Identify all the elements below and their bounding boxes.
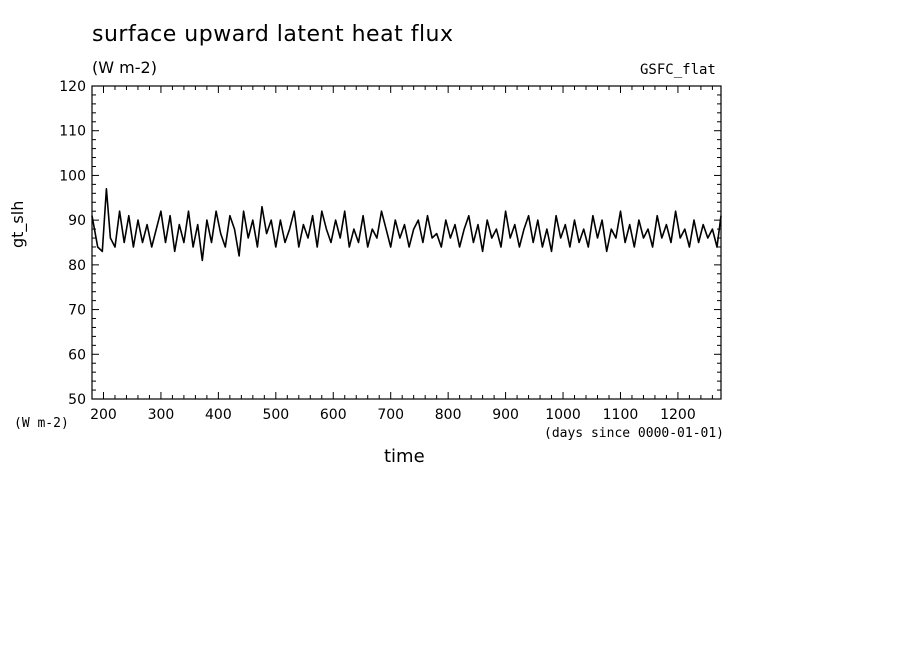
- plot-frame: [91, 85, 722, 400]
- y-axis-label: gt_slh: [8, 200, 27, 248]
- y-axis-unit: (W m-2): [14, 416, 69, 431]
- x-tick-label: 400: [205, 407, 232, 423]
- y-tick-label: 80: [68, 258, 86, 274]
- chart-title: surface upward latent heat flux: [92, 22, 454, 47]
- x-tick-label: 1000: [545, 407, 581, 423]
- x-axis-label: time: [384, 446, 425, 467]
- y-tick-label: 100: [59, 168, 86, 184]
- x-tick-label: 200: [90, 407, 117, 423]
- source-label: GSFC_flat: [640, 62, 716, 78]
- y-tick-label: 90: [68, 213, 86, 229]
- y-tick-label: 110: [59, 124, 86, 140]
- y-tick-label: 60: [68, 347, 86, 363]
- x-axis-ticks: [102, 86, 713, 399]
- x-tick-label: 700: [377, 407, 404, 423]
- x-tick-label: 1200: [660, 407, 696, 423]
- y-tick-labels: 50 60 70 80 90 100 110 120: [59, 79, 86, 408]
- y-tick-label: 120: [59, 79, 86, 95]
- x-tick-label: 500: [262, 407, 289, 423]
- x-tick-label: 1100: [603, 407, 639, 423]
- series-line: [91, 188, 722, 262]
- y-tick-label: 50: [68, 392, 86, 408]
- x-tick-label: 800: [435, 407, 462, 423]
- x-axis-unit: (days since 0000-01-01): [544, 426, 725, 441]
- x-tick-label: 900: [492, 407, 519, 423]
- x-tick-labels: 200 300 400 500 600 700 800 900 1000 1100 1200: [90, 407, 696, 423]
- y-tick-label: 70: [68, 303, 86, 319]
- y-axis-ticks: [92, 85, 721, 400]
- x-tick-label: 600: [320, 407, 347, 423]
- chart-units-subtitle: (W m-2): [92, 58, 157, 77]
- x-tick-label: 300: [148, 407, 175, 423]
